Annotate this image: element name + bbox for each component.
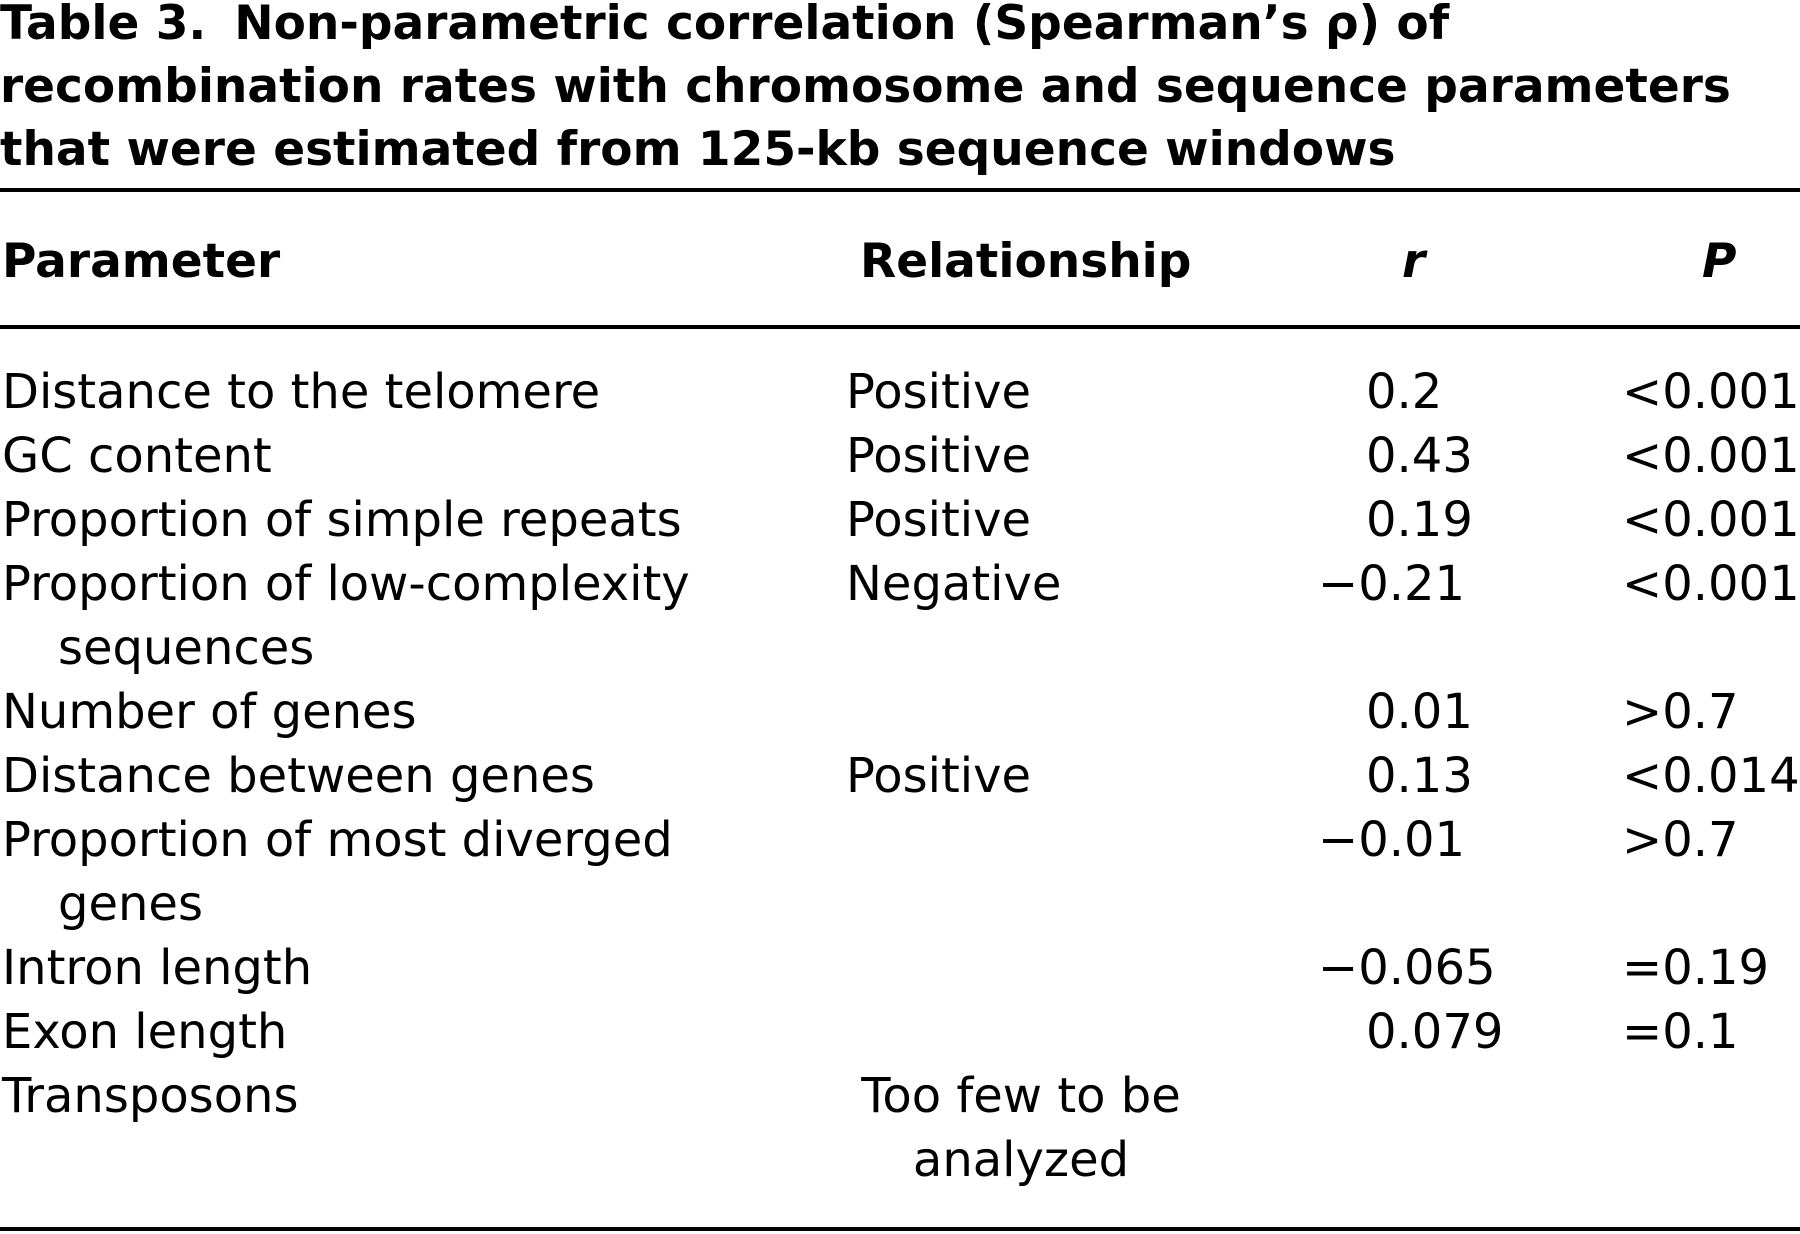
parameter-text: Distance to the telomere	[2, 364, 601, 420]
parameter-text: Proportion of simple repeats	[2, 492, 682, 548]
cell-p-value: <0.001	[1622, 556, 1800, 612]
cell-r-value: −0.21	[1318, 556, 1466, 612]
parameter-text: Intron length	[2, 940, 313, 996]
parameter-text: Proportion of most diverged	[2, 812, 673, 868]
cell-p-value: <0.014	[1622, 748, 1800, 804]
table-caption: Table 3. Non-parametric correlation (Spea…	[0, 0, 1790, 181]
cell-p-value: <0.001	[1622, 428, 1800, 484]
parameter-continuation: genes	[58, 876, 203, 932]
parameter-text: Exon length	[2, 1004, 288, 1060]
cell-p-value: >0.7	[1622, 812, 1739, 868]
cell-p-value: =0.1	[1622, 1004, 1739, 1060]
parameter-text: GC content	[2, 428, 272, 484]
caption-line-1: Table 3. Non-parametric correlation (Spea…	[0, 0, 1790, 55]
cell-parameter: Transposons	[2, 1064, 822, 1128]
cell-relationship: Positive	[846, 364, 1032, 420]
cell-relationship: Negative	[846, 556, 1062, 612]
cell-parameter: Exon length	[2, 1000, 822, 1064]
cell-parameter: Number of genes	[2, 680, 822, 744]
cell-r-value: 0.43	[1366, 428, 1473, 484]
header-parameter: Parameter	[2, 234, 281, 289]
cell-parameter: Proportion of low-complexity sequences	[2, 552, 822, 680]
cell-r-value: −0.01	[1318, 812, 1466, 868]
caption-line-3: that were estimated from 125-kb sequence…	[0, 122, 1396, 177]
cell-r-value: 0.19	[1366, 492, 1473, 548]
cell-parameter: Proportion of simple repeats	[2, 488, 822, 552]
cell-relationship: Positive	[846, 748, 1032, 804]
cell-r-value: 0.01	[1366, 684, 1473, 740]
cell-p-value: <0.001	[1622, 364, 1800, 420]
cell-r-value: −0.065	[1318, 940, 1496, 996]
cell-p-value: >0.7	[1622, 684, 1739, 740]
cell-parameter: GC content	[2, 424, 822, 488]
table-label: Table 3.	[0, 0, 207, 51]
cell-relationship: Positive	[846, 492, 1032, 548]
top-rule	[0, 188, 1800, 192]
parameter-continuation: sequences	[58, 620, 315, 676]
cell-r-value: 0.13	[1366, 748, 1473, 804]
caption-text-1: Non-parametric correlation (Spearman’s ρ…	[234, 0, 1450, 51]
cell-parameter: Distance to the telomere	[2, 360, 822, 424]
cell-relationship: Positive	[846, 428, 1032, 484]
parameter-text: Number of genes	[2, 684, 417, 740]
cell-parameter: Distance between genes	[2, 744, 822, 808]
header-p: P	[1702, 234, 1737, 289]
caption-line-2: recombination rates with chromosome and …	[0, 59, 1731, 114]
cell-parameter: Proportion of most diverged genes	[2, 808, 822, 936]
cell-r-value: 0.079	[1366, 1004, 1504, 1060]
parameter-text: Proportion of low-complexity	[2, 556, 690, 612]
cell-relationship: Too few to be analyzed	[861, 1068, 1181, 1188]
header-rule	[0, 325, 1800, 329]
bottom-rule	[0, 1227, 1800, 1231]
cell-parameter: Intron length	[2, 936, 822, 1000]
header-relationship: Relationship	[860, 234, 1192, 289]
cell-r-value: 0.2	[1366, 364, 1443, 420]
cell-p-value: <0.001	[1622, 492, 1800, 548]
cell-p-value: =0.19	[1622, 940, 1770, 996]
header-r: r	[1402, 234, 1426, 289]
parameter-text: Transposons	[2, 1068, 299, 1124]
parameter-text: Distance between genes	[2, 748, 595, 804]
